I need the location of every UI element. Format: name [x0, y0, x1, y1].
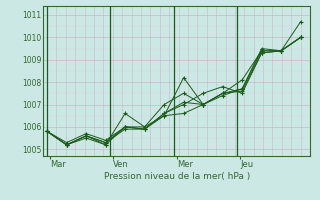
X-axis label: Pression niveau de la mer( hPa ): Pression niveau de la mer( hPa ): [104, 172, 250, 181]
